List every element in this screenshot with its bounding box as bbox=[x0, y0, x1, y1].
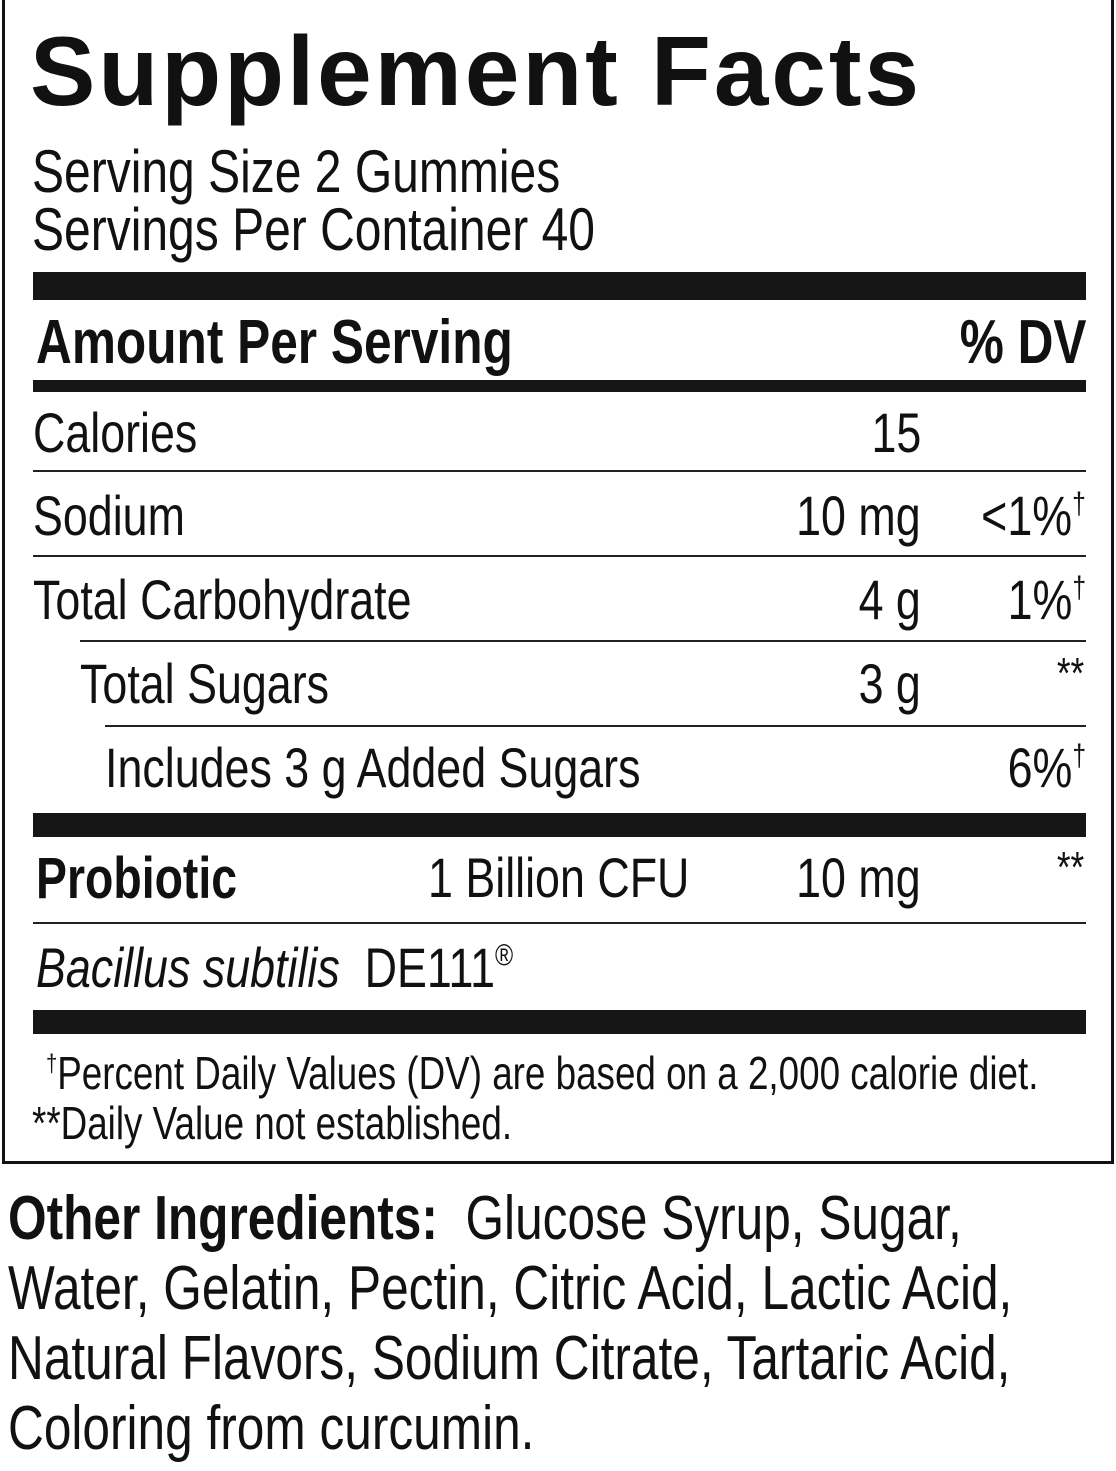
nutrient-dv: 6%† bbox=[1008, 740, 1086, 796]
ingredients-text: Glucose Syrup, Sugar, bbox=[465, 1184, 962, 1253]
nutrient-amount: 4 g bbox=[858, 568, 921, 631]
row-divider bbox=[80, 640, 1086, 642]
dagger-mark: † bbox=[1072, 485, 1086, 521]
nutrient-label: Total Carbohydrate bbox=[33, 568, 412, 631]
footnote-dv-text: Percent Daily Values (DV) are based on a… bbox=[57, 1047, 1039, 1099]
row-divider bbox=[105, 725, 1086, 727]
nutrient-amount: 15 bbox=[871, 401, 921, 464]
strain-code: DE111 bbox=[364, 936, 495, 999]
ingredients-line-2: Water, Gelatin, Pectin, Citric Acid, Lac… bbox=[8, 1254, 1013, 1323]
footnote-dv: †Percent Daily Values (DV) are based on … bbox=[46, 1050, 1038, 1096]
nutrient-dv: <1%† bbox=[981, 488, 1086, 544]
other-ingredients-label: Other Ingredients: bbox=[8, 1184, 438, 1253]
dv-value: 1% bbox=[1007, 568, 1073, 631]
label-title: Supplement Facts bbox=[30, 16, 923, 126]
dagger-mark: † bbox=[1072, 569, 1086, 605]
ingredients-line-3: Natural Flavors, Sodium Citrate, Tartari… bbox=[8, 1324, 1011, 1393]
ingredients-line-1: Other Ingredients: Glucose Syrup, Sugar, bbox=[8, 1188, 962, 1250]
registered-mark: ® bbox=[495, 937, 514, 973]
thick-divider bbox=[33, 272, 1086, 300]
row-divider bbox=[33, 555, 1086, 557]
nutrient-label: Sodium bbox=[33, 484, 185, 547]
medium-divider bbox=[33, 380, 1086, 392]
nutrient-label: Includes 3 g Added Sugars bbox=[105, 736, 641, 799]
dv-value: <1% bbox=[981, 484, 1073, 547]
probiotic-label: Probiotic bbox=[36, 846, 238, 911]
nutrient-amount: 10 mg bbox=[796, 484, 921, 547]
row-divider bbox=[33, 470, 1086, 472]
nutrient-label: Total Sugars bbox=[80, 652, 330, 715]
facts-panel-border bbox=[2, 0, 1114, 1164]
dv-value: 6% bbox=[1007, 736, 1073, 799]
nutrient-dv: ** bbox=[1056, 649, 1084, 698]
ingredients-line-4: Coloring from curcumin. bbox=[8, 1394, 535, 1463]
row-divider bbox=[33, 922, 1086, 924]
probiotic-cfu: 1 Billion CFU bbox=[428, 846, 690, 909]
nutrient-amount: 3 g bbox=[858, 652, 921, 715]
nutrient-dv: 1%† bbox=[1008, 572, 1086, 628]
footnote-not-established: **Daily Value not established. bbox=[32, 1097, 513, 1149]
strain-species: Bacillus subtilis bbox=[36, 936, 340, 999]
servings-per-container: Servings Per Container 40 bbox=[32, 196, 595, 263]
thick-divider bbox=[33, 1010, 1086, 1034]
probiotic-strain: Bacillus subtilis DE111® bbox=[36, 940, 513, 996]
dagger-mark: † bbox=[46, 1049, 58, 1078]
dagger-mark: † bbox=[1072, 737, 1086, 773]
amount-per-serving-header: Amount Per Serving bbox=[36, 308, 513, 377]
serving-size: Serving Size 2 Gummies bbox=[32, 138, 561, 205]
probiotic-dv: ** bbox=[1056, 843, 1084, 892]
probiotic-amount: 10 mg bbox=[796, 846, 921, 909]
nutrient-label: Calories bbox=[33, 401, 198, 464]
thick-divider bbox=[33, 813, 1086, 837]
dv-header: % DV bbox=[959, 308, 1086, 377]
